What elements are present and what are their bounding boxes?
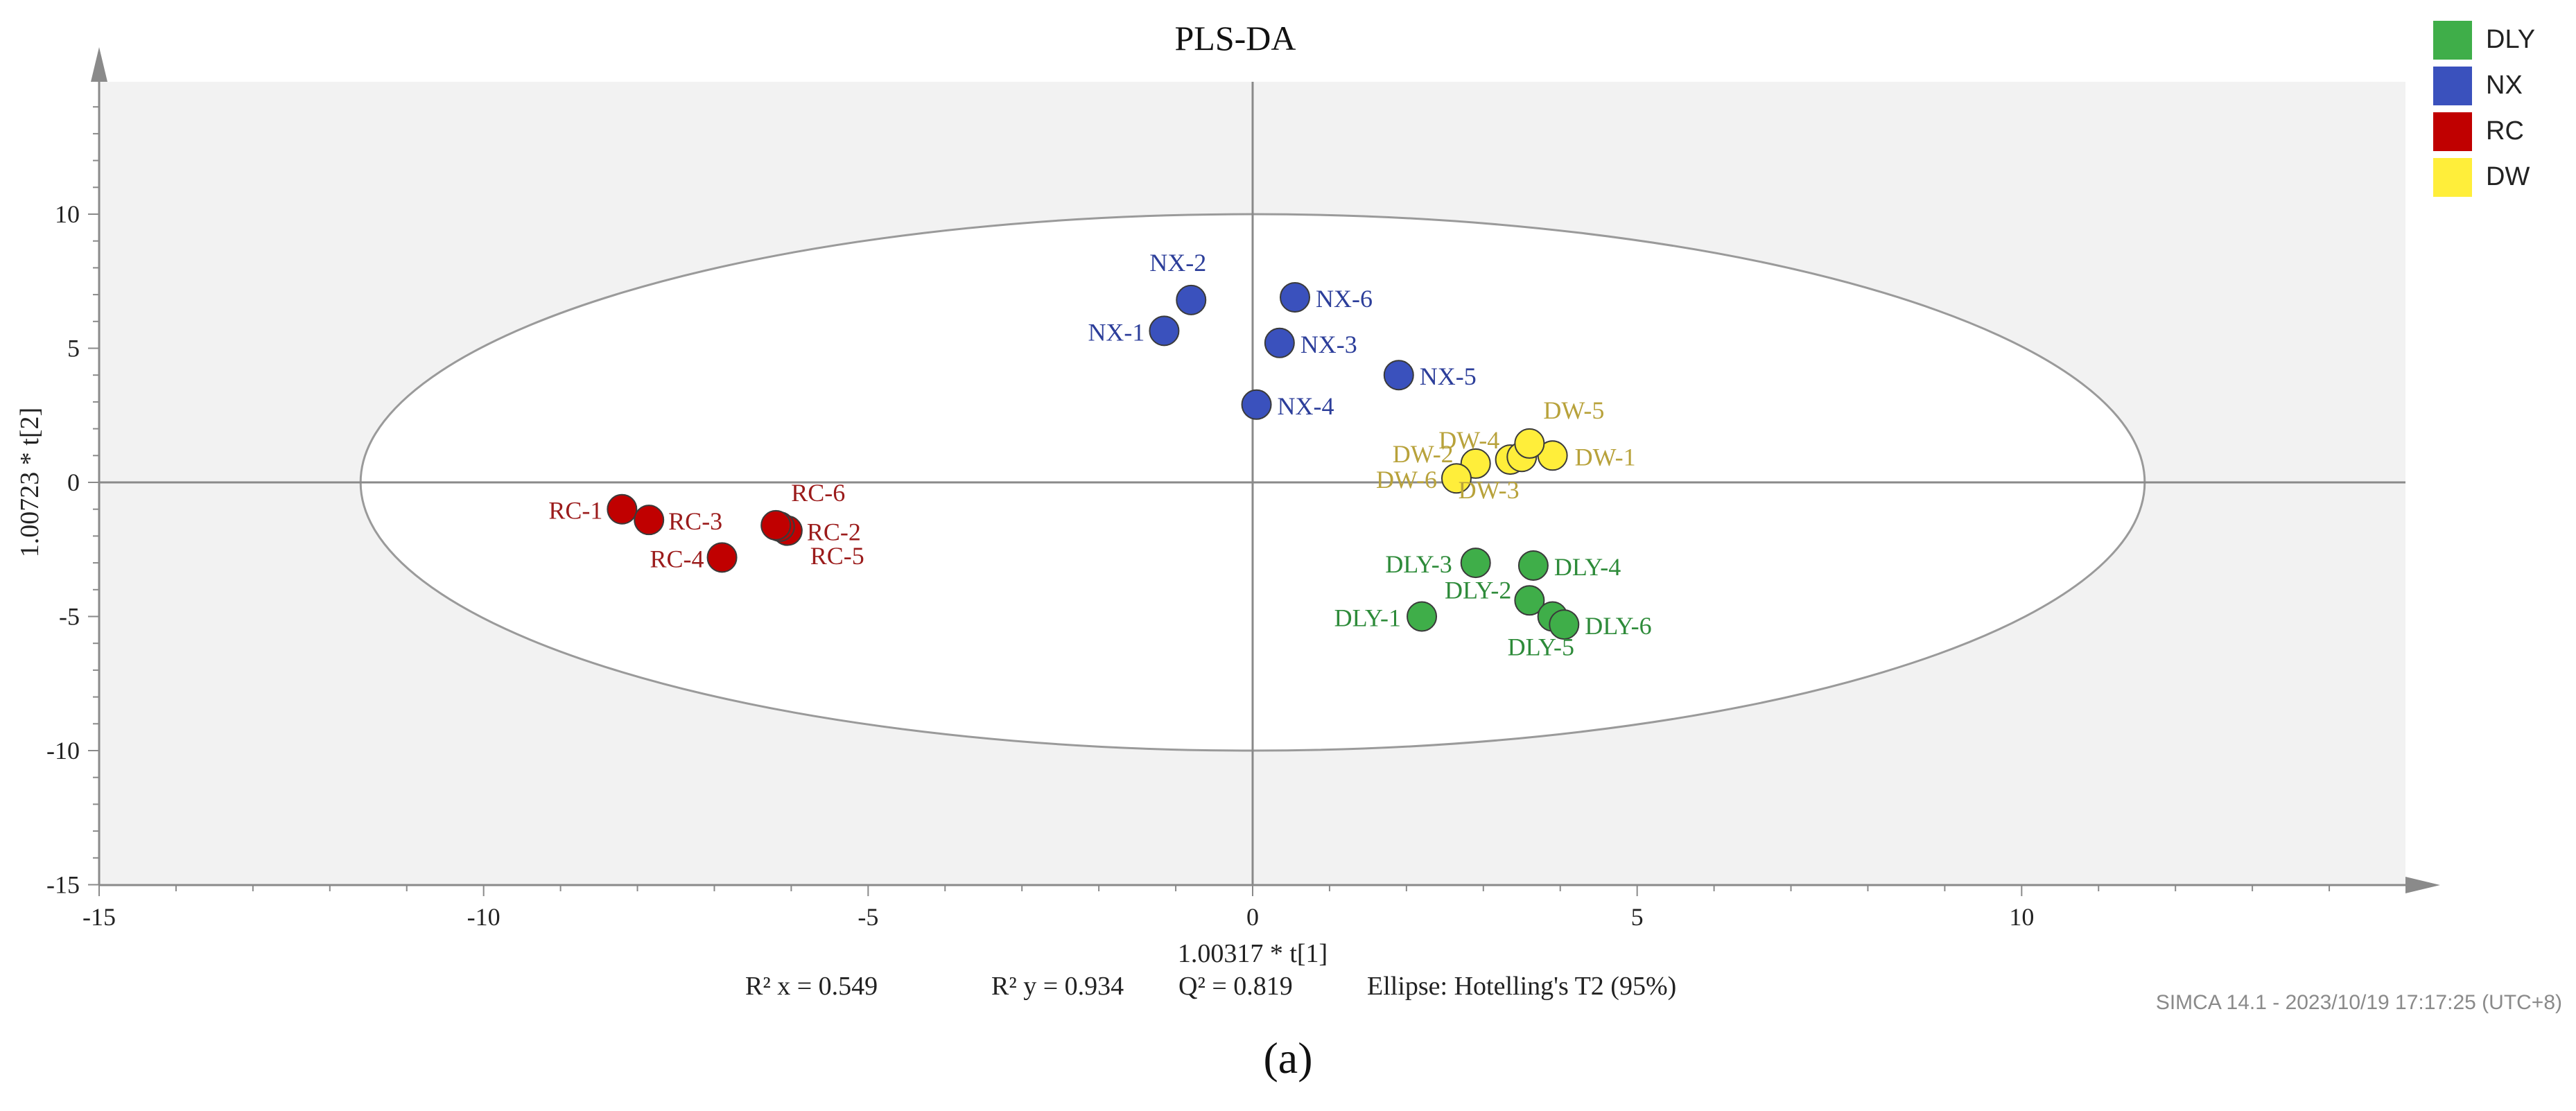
point-label-dly-6: DLY-6	[1585, 612, 1651, 640]
point-label-dw-6: DW-6	[1376, 466, 1437, 493]
point-rc-4	[706, 542, 738, 573]
y-tick-label: -15	[46, 871, 80, 899]
legend-label-dly: DLY	[2486, 25, 2536, 54]
software-footer: SIMCA 14.1 - 2023/10/19 17:17:25 (UTC+8)	[2155, 991, 2562, 1014]
legend-label-dw: DW	[2486, 162, 2530, 191]
point-rc-3	[634, 505, 665, 536]
y-tick-label: -5	[59, 603, 80, 631]
point-dw-5	[1514, 428, 1545, 459]
point-label-dly-4: DLY-4	[1554, 553, 1621, 581]
point-label-rc-4: RC-4	[650, 545, 704, 572]
point-label-nx-2: NX-2	[1149, 249, 1206, 277]
point-label-dly-1: DLY-1	[1334, 604, 1401, 632]
point-nx-3	[1264, 327, 1295, 358]
stat-r2y: R² y = 0.934	[991, 972, 1124, 1001]
stat-ellipse-note: Ellipse: Hotelling's T2 (95%)	[1367, 972, 1676, 1001]
y-tick-label: -10	[46, 737, 80, 764]
stat-q2: Q² = 0.819	[1178, 972, 1293, 1001]
point-label-dw-5: DW-5	[1543, 396, 1604, 424]
legend-label-nx: NX	[2486, 71, 2523, 100]
point-label-nx-5: NX-5	[1420, 362, 1477, 390]
x-tick-label: 5	[1631, 903, 1644, 931]
point-nx-4	[1241, 389, 1272, 420]
point-label-nx-3: NX-3	[1300, 331, 1357, 358]
point-label-dw-2: DW-2	[1393, 440, 1454, 468]
point-dly-4	[1517, 550, 1549, 581]
legend-swatch-dw	[2433, 158, 2472, 197]
point-label-dw-4: DW-4	[1438, 426, 1499, 454]
point-dly-3	[1460, 548, 1491, 579]
point-label-nx-1: NX-1	[1088, 318, 1145, 346]
point-label-dw-3: DW-3	[1459, 476, 1520, 504]
point-dly-2	[1514, 585, 1545, 616]
legend-swatch-dly	[2433, 21, 2472, 60]
point-label-dly-2: DLY-2	[1445, 576, 1511, 604]
legend-swatch-nx	[2433, 67, 2472, 105]
point-nx-1	[1149, 315, 1180, 347]
y-axis-arrow	[91, 47, 107, 82]
y-tick-label: 0	[67, 469, 80, 496]
x-tick-label: 0	[1246, 903, 1259, 931]
y-axis-label: 1.00723 * t[2]	[15, 408, 44, 557]
point-dw-6	[1441, 463, 1472, 494]
point-label-rc-1: RC-1	[548, 497, 602, 525]
point-rc-6	[760, 509, 792, 541]
point-label-rc-3: RC-3	[668, 507, 722, 535]
point-nx-6	[1280, 281, 1311, 313]
point-label-rc-5: RC-5	[810, 542, 864, 570]
point-label-dw-1: DW-1	[1575, 443, 1636, 471]
point-label-nx-4: NX-4	[1278, 392, 1334, 420]
point-label-rc-2: RC-2	[807, 518, 861, 546]
point-nx-5	[1383, 360, 1414, 391]
chart-title: PLS-DA	[1174, 19, 1296, 58]
point-label-dly-3: DLY-3	[1385, 550, 1452, 578]
x-tick-label: -5	[858, 903, 878, 931]
point-nx-2	[1176, 284, 1207, 315]
point-dly-1	[1407, 601, 1438, 632]
point-label-dly-5: DLY-5	[1508, 633, 1574, 661]
point-label-rc-6: RC-6	[791, 479, 845, 507]
y-tick-label: 10	[55, 200, 80, 228]
x-tick-label: -15	[82, 903, 116, 931]
panel-label: (a)	[1263, 1033, 1313, 1083]
x-tick-label: 10	[2009, 903, 2034, 931]
point-label-nx-6: NX-6	[1316, 285, 1373, 313]
legend-swatch-rc	[2433, 112, 2472, 151]
y-tick-label: 5	[67, 335, 80, 362]
point-dly-6	[1549, 609, 1580, 640]
stat-r2x: R² x = 0.549	[745, 972, 878, 1001]
x-tick-label: -10	[467, 903, 501, 931]
legend-label-rc: RC	[2486, 116, 2524, 146]
x-axis-label: 1.00317 * t[1]	[1178, 939, 1328, 968]
x-axis-arrow	[2405, 877, 2440, 893]
point-rc-1	[607, 493, 638, 525]
